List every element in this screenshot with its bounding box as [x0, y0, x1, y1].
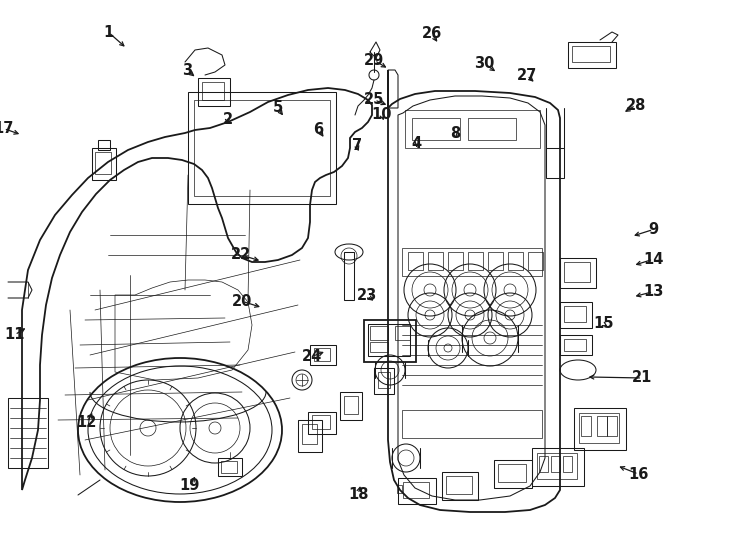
Text: 17: 17 — [0, 121, 14, 136]
Bar — [488, 252, 503, 270]
Bar — [597, 416, 607, 436]
Text: 3: 3 — [182, 63, 192, 78]
Bar — [579, 413, 619, 443]
Bar — [563, 456, 572, 472]
Bar — [98, 140, 110, 150]
Text: 1: 1 — [103, 25, 114, 40]
Text: 30: 30 — [474, 56, 495, 71]
Text: 20: 20 — [232, 294, 252, 309]
Bar — [508, 252, 523, 270]
Text: 28: 28 — [625, 98, 646, 113]
Bar — [564, 306, 586, 322]
Bar — [218, 458, 242, 476]
Bar — [560, 302, 592, 328]
Bar — [397, 485, 402, 493]
Bar — [412, 118, 460, 140]
Text: 10: 10 — [371, 107, 392, 122]
Text: 23: 23 — [357, 288, 377, 303]
Text: 7: 7 — [352, 138, 362, 153]
Bar — [314, 348, 330, 361]
Bar — [539, 456, 548, 472]
Bar — [428, 252, 443, 270]
Text: 16: 16 — [628, 467, 649, 482]
Bar — [312, 415, 330, 429]
Text: 8: 8 — [450, 126, 460, 141]
Bar — [468, 252, 483, 270]
Text: 14: 14 — [643, 252, 664, 267]
Bar — [310, 345, 336, 365]
Bar — [448, 252, 463, 270]
Text: 2: 2 — [222, 112, 233, 127]
Text: 5: 5 — [272, 100, 283, 116]
Bar — [442, 472, 478, 500]
Bar — [468, 118, 516, 140]
Bar — [344, 396, 358, 414]
Bar — [370, 326, 388, 340]
Text: 12: 12 — [76, 415, 97, 430]
Bar — [368, 324, 410, 356]
Bar — [498, 464, 526, 482]
Text: 15: 15 — [593, 316, 614, 332]
Text: 13: 13 — [643, 284, 664, 299]
Bar — [494, 460, 532, 488]
Bar — [607, 416, 617, 436]
Bar — [560, 335, 592, 355]
Bar — [405, 110, 540, 148]
Text: 9: 9 — [648, 222, 658, 237]
Bar — [202, 82, 224, 100]
Bar — [308, 412, 336, 434]
Bar — [402, 410, 542, 438]
Bar — [92, 148, 116, 180]
Bar — [398, 478, 436, 504]
Bar — [546, 148, 564, 178]
Bar — [572, 46, 610, 62]
Bar — [8, 398, 48, 468]
Bar — [551, 456, 560, 472]
Bar — [564, 339, 586, 351]
Bar — [568, 42, 616, 68]
Text: 21: 21 — [632, 370, 653, 386]
Text: 22: 22 — [230, 247, 251, 262]
Bar — [402, 248, 542, 276]
Bar — [340, 392, 362, 420]
Bar — [528, 252, 543, 270]
Bar — [564, 262, 590, 282]
Text: 27: 27 — [517, 68, 537, 83]
Text: 24: 24 — [302, 349, 322, 364]
Bar — [581, 416, 591, 436]
Bar — [198, 78, 230, 106]
Bar — [560, 258, 596, 288]
Bar — [537, 453, 577, 479]
Bar — [370, 342, 388, 352]
Text: 29: 29 — [364, 53, 385, 68]
Text: 18: 18 — [348, 487, 368, 502]
Bar — [364, 320, 416, 362]
Bar — [374, 368, 394, 394]
Bar — [344, 252, 354, 300]
Text: 4: 4 — [412, 136, 422, 151]
Bar — [298, 420, 322, 452]
Bar — [302, 424, 317, 444]
Bar — [378, 372, 390, 388]
Bar — [574, 408, 626, 450]
Bar — [194, 100, 330, 196]
Text: 19: 19 — [179, 478, 200, 494]
Bar — [446, 476, 472, 494]
Bar — [403, 482, 429, 498]
Text: 11: 11 — [4, 327, 25, 342]
Bar — [188, 92, 336, 204]
Bar — [532, 448, 584, 486]
Bar — [408, 252, 423, 270]
Bar — [395, 326, 410, 340]
Text: 25: 25 — [364, 92, 385, 107]
Bar — [95, 152, 111, 174]
Text: 26: 26 — [421, 26, 442, 41]
Text: 6: 6 — [313, 122, 324, 137]
Bar — [221, 461, 237, 473]
